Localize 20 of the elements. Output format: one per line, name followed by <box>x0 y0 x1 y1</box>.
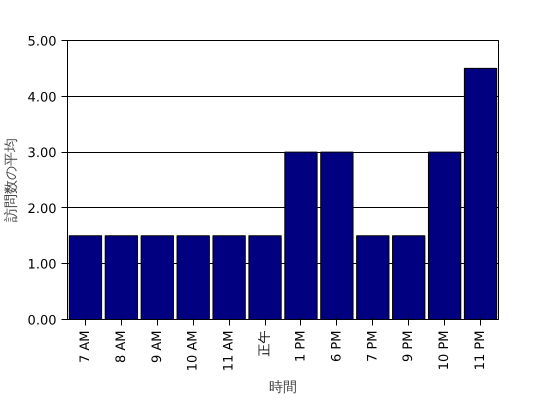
x-tick-label: 10 AM <box>186 330 201 372</box>
x-tick-label: 正午 <box>258 330 273 356</box>
x-tick-label: 11 PM <box>473 330 488 370</box>
x-tick-label: 1 PM <box>293 330 308 362</box>
y-tick-label: 2.00 <box>28 202 57 217</box>
y-tick-label: 0.00 <box>28 314 57 328</box>
x-tick-label: 9 AM <box>150 330 165 364</box>
x-axis-title: 時間 <box>269 379 297 396</box>
x-tick-label: 6 PM <box>329 330 344 362</box>
x-tick-label: 8 AM <box>114 330 129 364</box>
x-tick-label: 11 AM <box>222 330 237 372</box>
y-tick-label: 3.00 <box>28 146 57 162</box>
x-tick-label: 7 AM <box>78 330 93 364</box>
x-tick-label: 10 PM <box>437 330 452 370</box>
x-tick-label: 7 PM <box>365 330 380 362</box>
y-tick-label: 4.00 <box>28 90 57 106</box>
y-axis-title: 訪問数の平均 <box>4 138 20 222</box>
x-tick-label: 9 PM <box>401 330 416 362</box>
y-tick-label: 5.00 <box>28 34 57 50</box>
y-tick-label: 1.00 <box>28 258 57 273</box>
